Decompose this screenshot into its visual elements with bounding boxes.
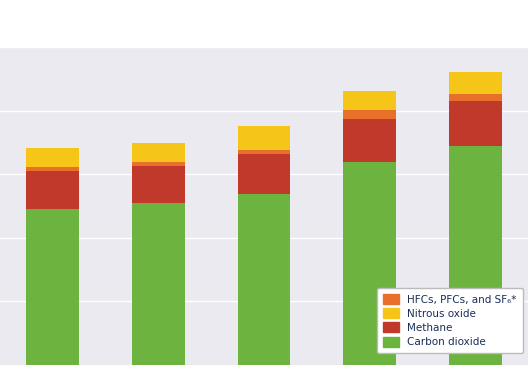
Bar (449, 94, 502, 101)
Bar (449, 101, 502, 146)
Bar (238, 126, 290, 150)
Bar (26, 171, 79, 210)
Text: Figure 1.: Figure 1. (10, 17, 76, 30)
Legend: HFCs, PFCs, and SF₆*, Nitrous oxide, Methane, Carbon dioxide: HFCs, PFCs, and SF₆*, Nitrous oxide, Met… (377, 288, 523, 353)
Bar (132, 203, 185, 365)
Bar (343, 91, 396, 110)
Bar (132, 166, 185, 203)
Bar (343, 162, 396, 365)
Bar (26, 149, 79, 168)
Bar (238, 150, 290, 154)
Bar (26, 210, 79, 365)
Bar (132, 162, 185, 166)
Bar (26, 168, 79, 171)
Bar (238, 193, 290, 365)
Bar (449, 146, 502, 365)
Bar (343, 119, 396, 162)
Bar (132, 143, 185, 162)
Bar (449, 72, 502, 94)
Bar (343, 110, 396, 119)
Bar (238, 154, 290, 193)
Text: Global Greenhouse Gas Emissions by Gas, 1990–2010: Global Greenhouse Gas Emissions by Gas, … (77, 17, 436, 30)
